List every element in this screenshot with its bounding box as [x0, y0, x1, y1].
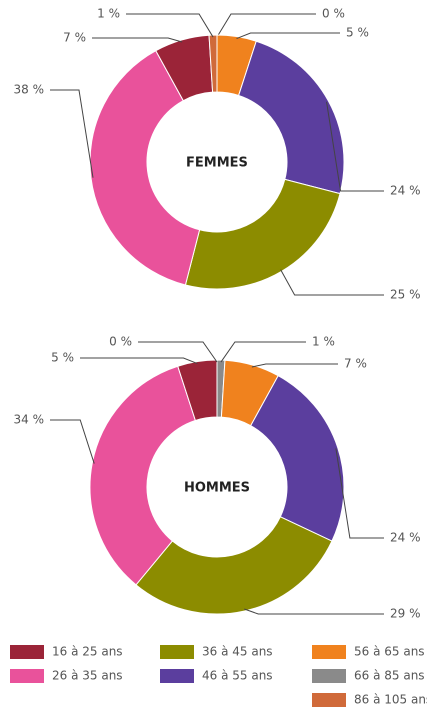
value-label: 29 %: [390, 607, 421, 621]
legend-label: 86 à 105 ans: [354, 693, 427, 707]
leader-line: [244, 608, 384, 615]
value-label: 1 %: [312, 335, 335, 349]
leader-line: [251, 363, 338, 368]
center-title: FEMMES: [186, 156, 248, 171]
slice: [238, 40, 345, 195]
value-label: 5 %: [51, 351, 74, 365]
legend-label: 46 à 55 ans: [202, 669, 273, 683]
value-label: 24 %: [390, 531, 421, 545]
value-label: 38 %: [14, 83, 45, 97]
legend-label: 16 à 25 ans: [52, 645, 123, 659]
legend-label: 56 à 65 ans: [354, 645, 425, 659]
leader-line: [216, 13, 316, 38]
leader-line: [280, 269, 384, 296]
slice: [250, 375, 345, 542]
leader-line: [335, 448, 384, 539]
legend-label: 36 à 45 ans: [202, 645, 273, 659]
leader-line: [50, 89, 94, 178]
legend-label: 26 à 35 ans: [52, 669, 123, 683]
leader-line: [326, 101, 384, 192]
value-label: 25 %: [390, 288, 421, 302]
slice: [89, 365, 196, 586]
legend-swatch: [312, 645, 346, 659]
value-label: 0 %: [322, 7, 345, 21]
center-title: HOMMES: [184, 481, 250, 496]
legend-label: 66 à 85 ans: [354, 669, 425, 683]
value-label: 7 %: [344, 357, 367, 371]
value-label: 5 %: [346, 26, 369, 40]
leader-line: [138, 341, 218, 363]
slice: [89, 50, 201, 286]
legend-swatch: [312, 669, 346, 683]
slice: [184, 178, 341, 290]
leader-line: [236, 32, 340, 40]
leader-line: [220, 341, 306, 363]
slice: [135, 516, 333, 615]
value-label: 34 %: [14, 413, 45, 427]
legend-swatch: [10, 645, 44, 659]
value-label: 7 %: [63, 31, 86, 45]
value-label: 24 %: [390, 184, 421, 198]
leader-line: [92, 37, 183, 43]
legend-swatch: [160, 645, 194, 659]
value-label: 1 %: [97, 7, 120, 21]
value-label: 0 %: [109, 335, 132, 349]
leader-line: [50, 419, 95, 464]
leader-line: [80, 357, 198, 365]
legend-swatch: [160, 669, 194, 683]
legend-swatch: [312, 693, 346, 707]
leader-line: [126, 13, 214, 38]
legend-swatch: [10, 669, 44, 683]
